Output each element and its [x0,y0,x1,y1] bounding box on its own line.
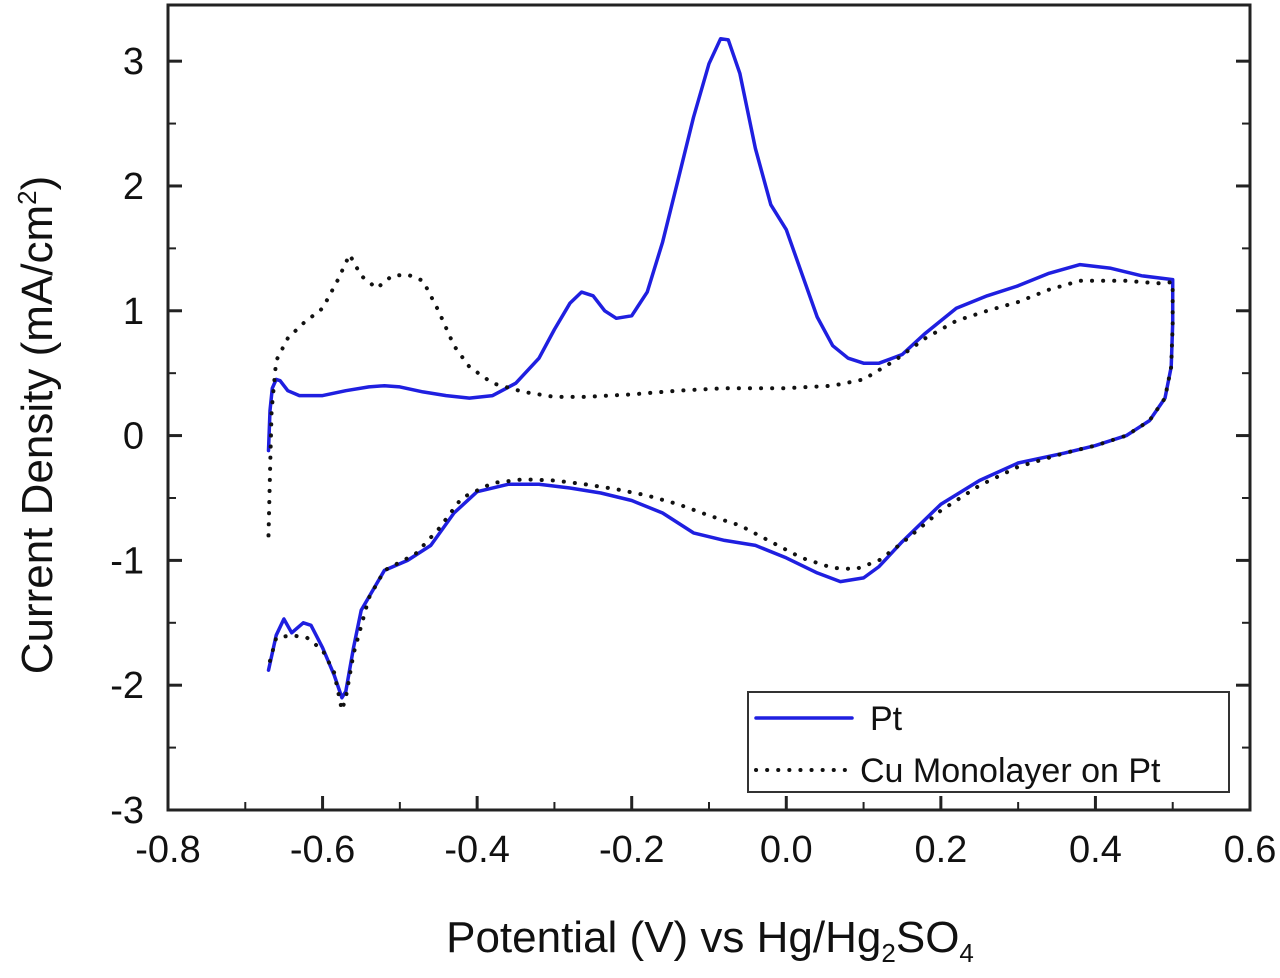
y-tick-label: 3 [123,41,144,83]
x-axis-title: Potential (V) vs Hg/Hg2SO4 [446,913,974,968]
y-tick-label: 2 [123,166,144,208]
x-tick-label: -0.8 [135,829,200,871]
ticks-layer: -0.8 -0.6 -0.4 -0.2 0.0 0.2 0.4 0.6 -3 -2 -1 0 1 2 3 [110,41,1276,871]
series-layer [266,36,1175,713]
x-tick-label: -0.6 [290,829,355,871]
x-tick-label: 0.6 [1224,829,1277,871]
series-pt-line [266,36,1175,700]
x-tick-label: -0.4 [444,829,509,871]
legend-label-cu-monolayer: Cu Monolayer on Pt [860,752,1161,790]
x-tick-label: 0.4 [1069,829,1122,871]
y-tick-label: 0 [123,416,144,458]
plot-frame [166,3,1252,812]
x-tick-label: 0.0 [760,829,813,871]
y-tick-label: 1 [123,291,144,333]
legend-label-pt: Pt [870,700,903,738]
x-tick-label: 0.2 [914,829,967,871]
y-tick-label: -3 [110,790,144,832]
x-tick-label: -0.2 [599,829,664,871]
plot-area: -0.8 -0.6 -0.4 -0.2 0.0 0.2 0.4 0.6 -3 -2 -1 0 1 2 3 [110,3,1276,871]
y-tick-label: -1 [110,540,144,582]
legend: Pt Cu Monolayer on Pt [747,691,1230,793]
series-cu-monolayer-line [266,252,1175,713]
y-tick-label: -2 [110,665,144,707]
y-axis-title: Current Density (mA/cm2) [12,176,62,675]
legend-box [747,691,1230,793]
